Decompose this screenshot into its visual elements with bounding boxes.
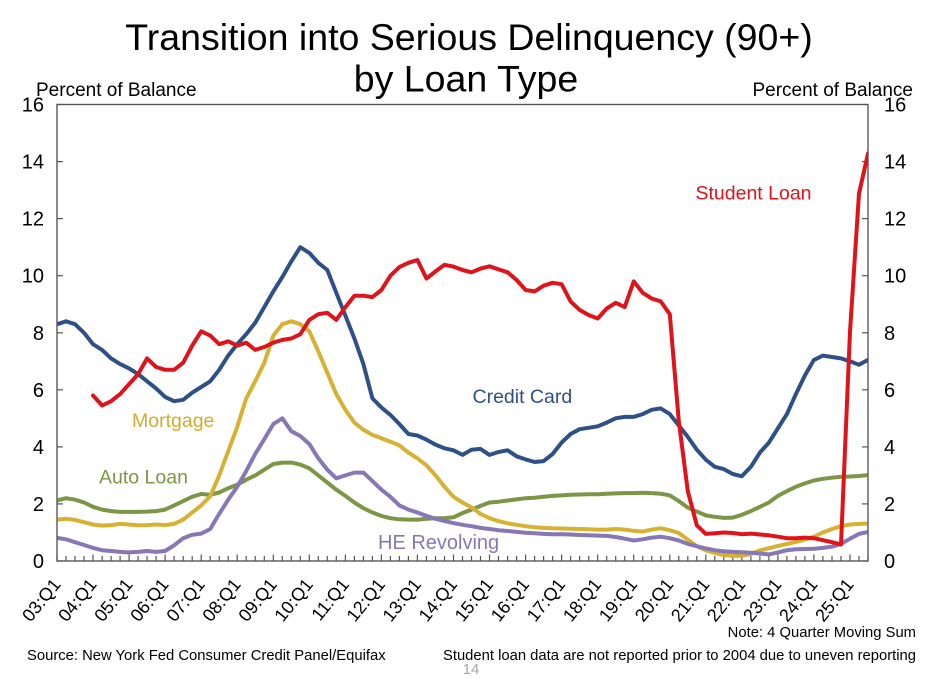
svg-text:HE Revolving: HE Revolving bbox=[378, 532, 499, 554]
svg-text:23:Q1: 23:Q1 bbox=[739, 575, 785, 626]
svg-text:24:Q1: 24:Q1 bbox=[775, 575, 821, 626]
svg-text:12: 12 bbox=[22, 209, 44, 231]
svg-text:Auto Loan: Auto Loan bbox=[99, 467, 188, 489]
svg-text:10: 10 bbox=[22, 266, 44, 288]
svg-text:03:Q1: 03:Q1 bbox=[18, 575, 64, 626]
svg-text:18:Q1: 18:Q1 bbox=[559, 575, 605, 626]
svg-text:10:Q1: 10:Q1 bbox=[270, 575, 316, 626]
svg-text:Mortgage: Mortgage bbox=[132, 410, 214, 432]
svg-text:04:Q1: 04:Q1 bbox=[54, 575, 100, 626]
svg-text:20:Q1: 20:Q1 bbox=[631, 575, 677, 626]
svg-text:Student Loan: Student Loan bbox=[696, 183, 812, 205]
svg-text:0: 0 bbox=[33, 551, 44, 573]
svg-text:Credit Card: Credit Card bbox=[473, 386, 573, 408]
svg-text:06:Q1: 06:Q1 bbox=[126, 575, 172, 626]
svg-text:07:Q1: 07:Q1 bbox=[162, 575, 208, 626]
svg-text:14:Q1: 14:Q1 bbox=[415, 575, 461, 626]
svg-text:16: 16 bbox=[884, 95, 906, 117]
svg-text:8: 8 bbox=[33, 323, 44, 345]
svg-text:14: 14 bbox=[884, 152, 906, 174]
svg-text:Percent of Balance: Percent of Balance bbox=[36, 80, 197, 101]
svg-text:13:Q1: 13:Q1 bbox=[379, 575, 425, 626]
svg-text:8: 8 bbox=[884, 323, 895, 345]
svg-text:10: 10 bbox=[884, 266, 906, 288]
svg-text:by Loan Type: by Loan Type bbox=[354, 58, 579, 100]
svg-text:4: 4 bbox=[884, 437, 895, 459]
svg-text:19:Q1: 19:Q1 bbox=[595, 575, 641, 626]
svg-text:08:Q1: 08:Q1 bbox=[198, 575, 244, 626]
svg-text:6: 6 bbox=[884, 380, 895, 402]
svg-text:09:Q1: 09:Q1 bbox=[234, 575, 280, 626]
svg-text:Transition into Serious Delinq: Transition into Serious Delinquency (90+… bbox=[125, 16, 813, 58]
svg-text:15:Q1: 15:Q1 bbox=[451, 575, 497, 626]
svg-text:Student loan data are not repo: Student loan data are not reported prior… bbox=[443, 648, 916, 664]
svg-text:22:Q1: 22:Q1 bbox=[703, 575, 749, 626]
svg-text:17:Q1: 17:Q1 bbox=[523, 575, 569, 626]
svg-text:Percent of Balance: Percent of Balance bbox=[752, 80, 913, 101]
svg-text:16: 16 bbox=[22, 95, 44, 117]
svg-text:Source: New York Fed Consumer: Source: New York Fed Consumer Credit Pan… bbox=[27, 648, 386, 664]
svg-text:14: 14 bbox=[22, 152, 44, 174]
svg-text:0: 0 bbox=[884, 551, 895, 573]
svg-text:4: 4 bbox=[33, 437, 44, 459]
svg-text:16:Q1: 16:Q1 bbox=[487, 575, 533, 626]
svg-text:21:Q1: 21:Q1 bbox=[667, 575, 713, 626]
svg-text:12:Q1: 12:Q1 bbox=[343, 575, 389, 626]
svg-text:2: 2 bbox=[33, 494, 44, 516]
svg-text:25:Q1: 25:Q1 bbox=[811, 575, 857, 626]
svg-text:14: 14 bbox=[463, 661, 480, 674]
svg-text:Note: 4 Quarter Moving Sum: Note: 4 Quarter Moving Sum bbox=[728, 625, 916, 641]
svg-text:05:Q1: 05:Q1 bbox=[90, 575, 136, 626]
svg-text:6: 6 bbox=[33, 380, 44, 402]
svg-text:12: 12 bbox=[884, 209, 906, 231]
svg-text:2: 2 bbox=[884, 494, 895, 516]
